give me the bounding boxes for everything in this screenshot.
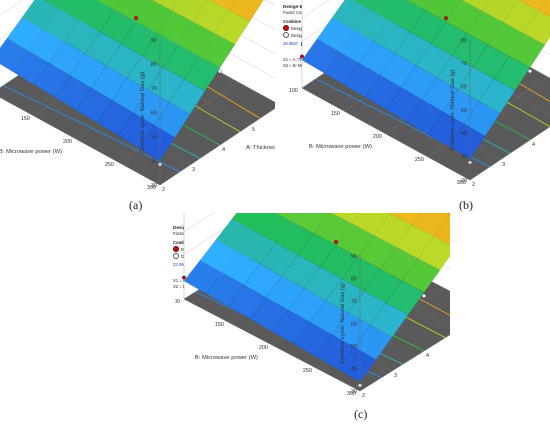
caption-c: (c) (354, 407, 368, 421)
point-above-icon (173, 246, 179, 253)
z-axis-title: Combine cycle- Natural Gas (g) (450, 69, 456, 150)
z-tick-label: 20 (461, 178, 467, 184)
y-tick-label: 250 (415, 157, 424, 163)
caption-b: (b) (459, 198, 473, 212)
design-point-above (181, 275, 186, 280)
y-tick-label: 300 (457, 180, 466, 186)
surface-plot-c: 3040506070809023456100150200250300A: Thi… (175, 213, 450, 399)
y-tick-label: 250 (105, 162, 114, 168)
y-axis-title: B: Microwave power (W) (195, 355, 258, 361)
z-tick-label: 50 (351, 344, 357, 350)
z-tick-label: 30 (461, 154, 467, 160)
design-point-above (333, 240, 338, 245)
y-tick-label: 250 (303, 368, 312, 374)
y-tick-label: 200 (259, 345, 268, 351)
z-tick-label: 90 (151, 38, 157, 44)
x-tick-label: 2 (472, 182, 475, 188)
x-tick-label: 5 (252, 127, 255, 133)
design-point-above (300, 54, 305, 59)
y-axis-title: B: Microwave power (W) (309, 144, 372, 150)
point-above-icon (283, 25, 289, 32)
x-tick-label: 4 (222, 147, 225, 153)
design-point-below (421, 293, 426, 298)
z-axis-title: Combine cycle- Natural Gas (g) (340, 283, 346, 364)
x-tick-label: 3 (394, 373, 397, 379)
x-tick-label: 4 (532, 142, 535, 148)
y-tick-label: 200 (63, 139, 72, 145)
surface-plot-a: 3040506070809023456100150200250300A: Thi… (0, 0, 275, 193)
z-tick-label: 40 (351, 366, 357, 372)
z-tick-label: 60 (151, 110, 157, 116)
design-point-below (217, 69, 222, 74)
z-tick-label: 80 (461, 38, 467, 44)
z-tick-label: 30 (351, 389, 357, 395)
x-tick-label: 4 (426, 353, 429, 359)
y-tick-label: 100 (289, 88, 298, 94)
floor-contour-line (2, 85, 181, 173)
y-tick-label: 100 (175, 299, 180, 305)
z-tick-label: 30 (151, 183, 157, 189)
z-axis-title: Combine cycle- Natural Gas (g) (140, 72, 146, 153)
surface-cell (538, 0, 550, 17)
z-tick-label: 60 (351, 321, 357, 327)
x-tick-label: 2 (162, 187, 165, 193)
y-tick-label: 150 (331, 111, 340, 117)
x-tick-label: 3 (192, 167, 195, 173)
z-tick-label: 50 (461, 108, 467, 114)
design-point-above (133, 16, 138, 21)
z-tick-label: 70 (461, 61, 467, 67)
caption-a: (a) (129, 198, 143, 212)
surface-cell (433, 214, 450, 245)
z-tick-label: 70 (351, 299, 357, 305)
z-tick-label: 40 (151, 159, 157, 165)
x-axis-title: A: Thickness (mm) (246, 145, 275, 151)
point-below-icon (283, 32, 289, 39)
y-tick-label: 200 (373, 134, 382, 140)
z-tick-label: 40 (461, 131, 467, 137)
y-tick-label: 300 (347, 391, 356, 397)
factor-x1: X1 = A: Thickness (283, 57, 317, 63)
x-tick-label: 3 (502, 162, 505, 168)
z-tick-label: 90 (351, 254, 357, 260)
z-tick-label: 80 (351, 276, 357, 282)
surface-plot-b: 2030405060708023456100150200250300A: Thi… (289, 0, 550, 188)
x-tick-label: 2 (362, 393, 365, 399)
z-tick-label: 80 (151, 62, 157, 68)
design-point-above (443, 16, 448, 21)
y-axis-title: B: Microwave power (W) (0, 149, 62, 155)
point-below-icon (173, 253, 179, 260)
z-tick-label: 50 (151, 134, 157, 140)
y-tick-label: 150 (215, 322, 224, 328)
y-tick-label: 150 (21, 116, 30, 122)
z-tick-label: 70 (151, 86, 157, 92)
design-point-below (527, 69, 532, 74)
y-tick-label: 300 (147, 185, 156, 191)
surface-cell (447, 213, 450, 215)
z-tick-label: 60 (461, 84, 467, 90)
